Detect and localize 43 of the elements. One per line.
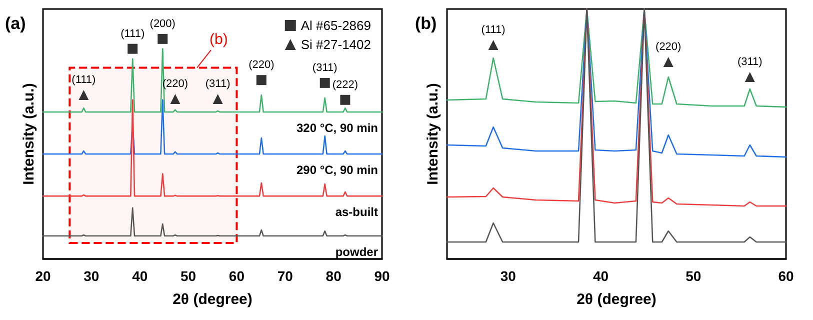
legend-label: Al #65-2869 <box>300 18 372 33</box>
x-tick-label: 70 <box>277 268 294 284</box>
x-tick-label: 40 <box>132 268 148 284</box>
chart-title: (b) <box>415 14 437 33</box>
annotation: (222) <box>332 78 358 91</box>
annotation: (111) <box>481 24 506 36</box>
point <box>158 34 168 44</box>
x-tick-label: 60 <box>228 268 245 284</box>
annotation: (111) <box>120 28 145 40</box>
series-label: 320 °C, 90 min <box>296 120 378 135</box>
x-tick-label: 80 <box>326 268 342 284</box>
annotation: (311) <box>205 78 230 90</box>
point <box>170 94 180 104</box>
x-tick-label: 60 <box>778 268 794 284</box>
annotation: (111) <box>72 74 96 86</box>
x-tick-label: 30 <box>84 268 100 284</box>
x-axis-title: 2θ (degree) <box>172 291 252 308</box>
annotation: (220) <box>248 59 274 72</box>
point <box>128 44 138 54</box>
annotation: (311) <box>312 62 338 74</box>
annotation: (311) <box>737 56 762 68</box>
annotation: (220) <box>656 41 682 53</box>
x-tick-label: 50 <box>686 268 702 284</box>
x-axis-title: 2θ (degree) <box>576 291 656 308</box>
point <box>340 94 350 105</box>
legend-label: Si #27-1402 <box>300 37 372 52</box>
x-tick-label: 50 <box>180 268 196 284</box>
point <box>212 94 223 104</box>
y-axis-title: Intensity (a.u.) <box>424 83 442 185</box>
chart-title: (a) <box>5 14 26 33</box>
point <box>78 90 89 100</box>
series-label: 290 °C, 90 min <box>296 163 378 178</box>
band-label: (b) <box>208 30 229 50</box>
series-label: powder <box>335 244 378 259</box>
x-tick-label: 90 <box>374 268 390 284</box>
point <box>256 75 266 86</box>
annotation: (200) <box>150 18 176 30</box>
series-label: as-built <box>335 205 378 220</box>
y-axis-title: Intensity (a.u.) <box>20 83 38 185</box>
point <box>320 78 330 88</box>
x-tick-label: 30 <box>500 268 516 284</box>
x-tick-label: 40 <box>592 268 609 284</box>
x-tick-label: 20 <box>35 268 51 284</box>
